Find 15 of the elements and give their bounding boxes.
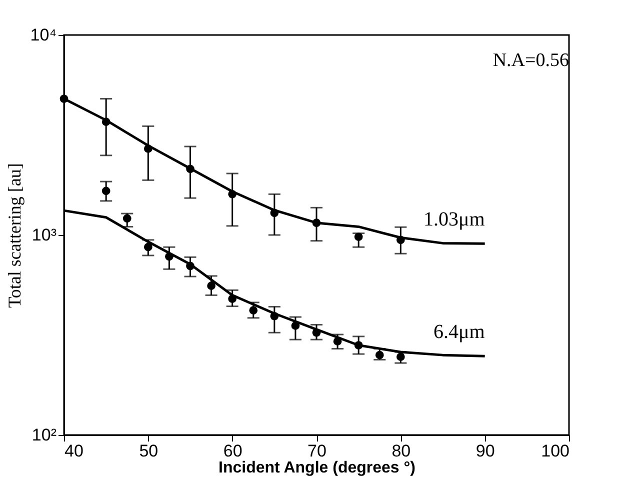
y-tick-label: 10² (32, 426, 57, 444)
x-tick-label: 40 (64, 442, 84, 460)
x-axis-title: Incident Angle (degrees °) (218, 460, 416, 476)
y-tick-label: 10⁴ (30, 26, 56, 44)
x-tick-label: 60 (223, 442, 242, 460)
series-label: 6.4μm (434, 321, 486, 344)
x-tick-label: 80 (392, 442, 411, 460)
series-label: 1.03μm (424, 208, 486, 231)
y-tick-label: 10³ (32, 226, 57, 244)
y-axis-title: Total scattering [au] (4, 163, 24, 308)
annotation: N.A=0.56 (492, 50, 569, 71)
x-tick-label: 70 (308, 442, 326, 460)
x-tick-label: 90 (476, 442, 495, 460)
x-tick-label: 100 (541, 442, 570, 460)
x-tick-label: 50 (139, 442, 158, 460)
